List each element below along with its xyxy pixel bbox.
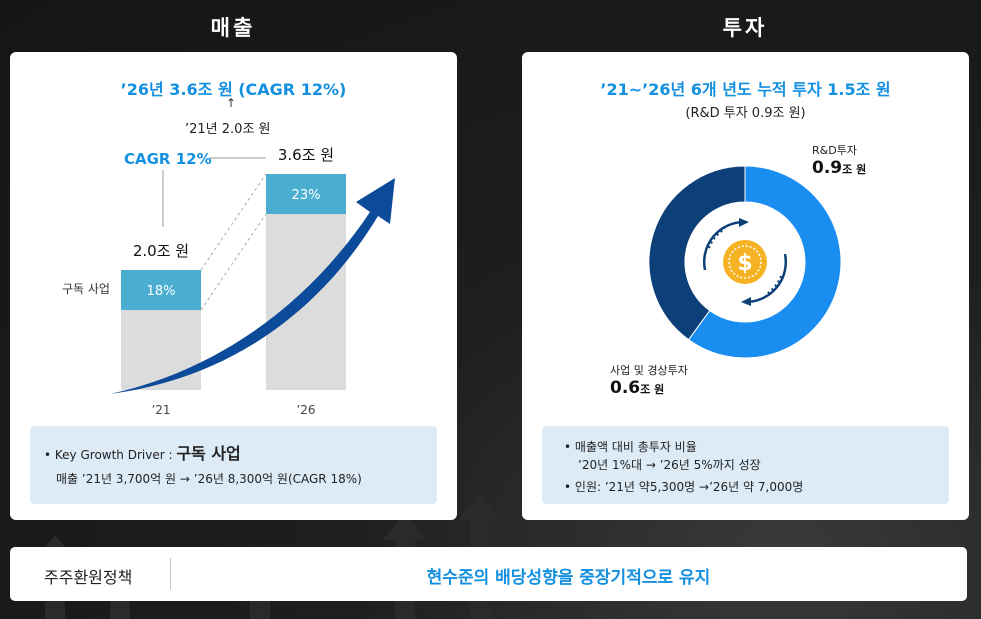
note-2-line: • 인원: ’21년 약5,300명 →’26년 약 7,000명 — [564, 478, 803, 495]
business-value: 0.6조 원 — [610, 378, 664, 398]
rd-label: R&D투자 — [812, 144, 857, 157]
revenue-bar-chart: 18% 2.0조 원 ’21 23% 3.6조 원 ’26 — [110, 146, 395, 417]
rd-value: 0.9조 원 — [812, 158, 866, 178]
investment-headline: ’21~’26년 6개 년도 누적 투자 1.5조 원 — [600, 80, 891, 99]
connector-segment — [200, 213, 267, 311]
note-1-line-b: ’20년 1%대 → ’26년 5%까지 성장 — [578, 458, 761, 472]
dollar-cycle-icon: $ — [702, 218, 788, 306]
policy-divider — [170, 558, 171, 590]
driver-line: • Key Growth Driver : 구독 사업 — [44, 440, 241, 464]
bar-value-label-2: 3.6조 원 — [278, 146, 334, 164]
bar-segment-label-2: 23% — [292, 188, 321, 203]
investment-panel: ’21~’26년 6개 년도 누적 투자 1.5조 원 (R&D 투자 0.9조… — [522, 52, 969, 520]
investment-section-title: 투자 — [722, 16, 768, 40]
revenue-headline: ’26년 3.6조 원 (CAGR 12%) — [120, 80, 347, 99]
svg-text:$: $ — [737, 251, 752, 276]
policy-text: 현수준의 배당성향을 중장기적으로 유지 — [426, 568, 711, 588]
donut-slice-2 — [648, 165, 746, 341]
revenue-section-title: 매출 — [210, 16, 256, 40]
bullet: • — [564, 480, 575, 494]
business-value-number: 0.6 — [610, 378, 641, 398]
growth-arrow — [110, 178, 395, 394]
revenue-sub-headline: ’21년 2.0조 원 — [185, 122, 271, 137]
revenue-panel: ’26년 3.6조 원 (CAGR 12%) ↑ ’21년 2.0조 원 18%… — [10, 52, 457, 520]
business-label: 사업 및 경상투자 — [610, 364, 688, 377]
note-1-line-a: • 매출액 대비 총투자 비율 — [564, 438, 697, 455]
note-2-text: 인원: ’21년 약5,300명 →’26년 약 7,000명 — [574, 480, 804, 494]
up-arrow-icon: ↑ — [226, 96, 237, 110]
bullet: • — [44, 448, 55, 462]
note-1a-text: 매출액 대비 총투자 비율 — [574, 440, 697, 454]
donut-slice-1 — [687, 165, 842, 359]
business-value-unit: 조 원 — [640, 383, 665, 396]
x-tick-label-2: ’26 — [296, 403, 315, 417]
x-tick-label-1: ’21 — [151, 403, 170, 417]
connector-top — [200, 173, 267, 271]
investment-donut-chart: $ — [648, 165, 842, 359]
shareholder-policy-bar: 주주환원정책 현수준의 배당성향을 중장기적으로 유지 — [10, 547, 967, 601]
revenue-driver-box: • Key Growth Driver : 구독 사업 매출 ’21년 3,70… — [30, 426, 437, 504]
investment-sub-headline: (R&D 투자 0.9조 원) — [685, 106, 806, 121]
policy-label: 주주환원정책 — [44, 568, 133, 587]
driver-emphasis: 구독 사업 — [176, 444, 241, 463]
driver-detail: 매출 ’21년 3,700억 원 → ’26년 8,300억 원(CAGR 18… — [56, 472, 362, 486]
rd-value-number: 0.9 — [812, 158, 843, 178]
driver-prefix: Key Growth Driver : — [54, 448, 177, 462]
bar-segment-2 — [266, 174, 346, 214]
bar-segment-label-1: 18% — [147, 284, 176, 299]
bullet: • — [564, 440, 575, 454]
rd-value-unit: 조 원 — [842, 163, 867, 176]
bar-segment-1 — [121, 270, 201, 310]
investment-note-box: • 매출액 대비 총투자 비율 ’20년 1%대 → ’26년 5%까지 성장 … — [542, 426, 949, 504]
cagr-label: CAGR 12% — [124, 150, 212, 168]
bar-value-label-1: 2.0조 원 — [133, 242, 189, 260]
segment-label: 구독 사업 — [62, 282, 110, 296]
